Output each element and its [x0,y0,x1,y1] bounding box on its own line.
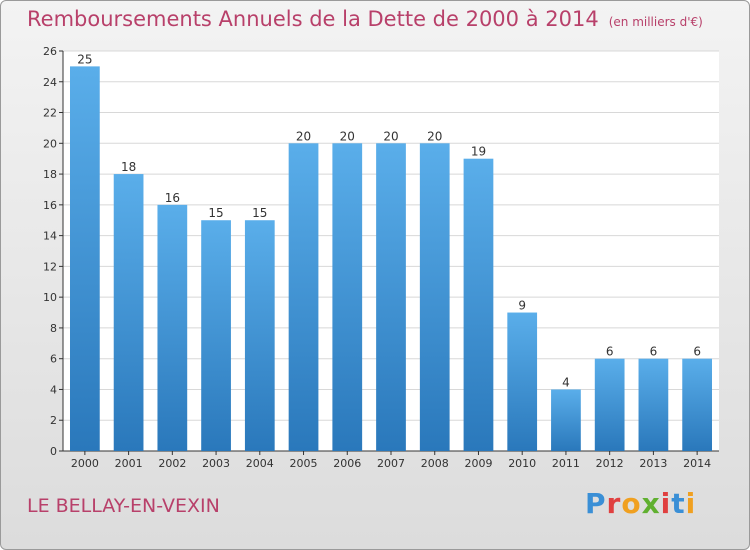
bar-value-label: 9 [518,299,526,313]
y-tick-label: 4 [50,383,57,396]
x-tick-label: 2001 [115,457,143,470]
y-tick-label: 14 [43,230,57,243]
bar-value-label: 19 [471,145,486,159]
x-tick-label: 2013 [639,457,667,470]
logo-letter: o [621,487,642,520]
proxiti-logo: Proxiti [585,487,696,520]
logo-letter: i [685,487,697,520]
bar [638,358,669,451]
bar [594,358,625,451]
y-tick-label: 22 [43,107,57,120]
x-tick-label: 2007 [377,457,405,470]
bar-value-label: 20 [340,129,355,143]
bar-value-label: 18 [121,160,136,174]
y-tick-label: 18 [43,168,57,181]
logo-letter: i [660,487,672,520]
logo-letter: t [671,487,686,520]
bar [157,204,188,451]
chart-title-text: Remboursements Annuels de la Dette de 20… [27,7,599,31]
bar-value-label: 6 [606,345,614,359]
x-tick-label: 2011 [552,457,580,470]
x-tick-label: 2014 [683,457,711,470]
y-tick-label: 10 [43,291,57,304]
bar-value-label: 6 [650,345,658,359]
bar [201,220,231,451]
logo-letter: P [585,487,607,520]
bar [419,143,450,452]
x-tick-label: 2008 [421,457,449,470]
x-tick-label: 2012 [596,457,624,470]
x-tick-label: 2004 [246,457,274,470]
x-tick-label: 2006 [333,457,361,470]
bar [463,158,494,451]
bar [244,220,275,451]
bar [507,312,538,451]
bar [682,358,713,451]
y-tick-label: 2 [50,414,57,427]
y-tick-label: 6 [50,353,57,366]
y-tick-label: 16 [43,199,57,212]
bar [288,143,319,452]
y-tick-label: 12 [43,260,57,273]
bar-value-label: 4 [562,375,570,389]
bar [69,66,100,451]
y-tick-label: 24 [43,76,57,89]
y-tick-label: 8 [50,322,57,335]
bar [376,143,406,452]
bar-value-label: 15 [252,206,267,220]
x-tick-label: 2000 [71,457,99,470]
chart-title: Remboursements Annuels de la Dette de 20… [27,7,703,31]
bar [113,174,144,452]
bar-value-label: 6 [693,345,701,359]
y-tick-label: 20 [43,137,57,150]
bar-value-label: 16 [165,191,180,205]
bar-value-label: 20 [427,129,442,143]
commune-name: LE BELLAY-EN-VEXIN [27,495,220,517]
bar-value-label: 20 [383,129,398,143]
x-tick-label: 2002 [158,457,186,470]
x-tick-label: 2010 [508,457,536,470]
x-tick-label: 2005 [290,457,318,470]
bar [332,143,363,452]
y-tick-label: 0 [50,445,57,458]
x-tick-label: 2009 [464,457,492,470]
bar [551,389,581,451]
bar-value-label: 25 [77,52,92,66]
bar-value-label: 20 [296,129,311,143]
chart-unit: (en milliers d'€) [608,15,703,29]
x-tick-label: 2003 [202,457,230,470]
logo-letter: x [641,487,661,520]
logo-letter: r [606,487,622,520]
y-tick-label: 26 [43,45,57,58]
bar-value-label: 15 [208,206,223,220]
